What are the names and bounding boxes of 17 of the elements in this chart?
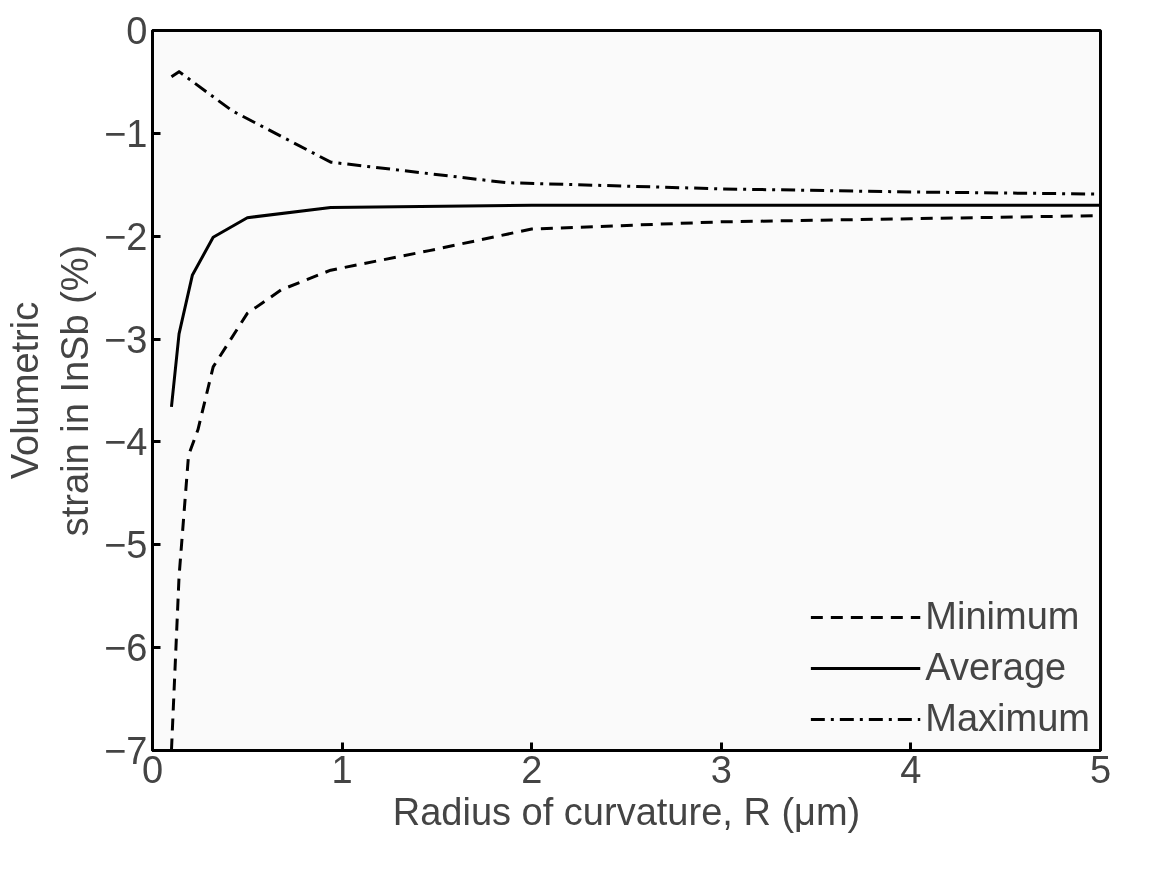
legend-label: Maximum [925,697,1090,740]
y-tick-label: −4 [104,421,148,464]
legend-label: Average [925,646,1067,689]
x-tick-label: 3 [710,748,732,791]
y-tick-label: −3 [104,318,148,361]
y-tick-label: 0 [126,10,148,52]
x-tick-label: 4 [900,748,922,791]
x-tick-label: 2 [521,748,543,791]
y-axis-title: Volumetric strain in InSb (%) [3,244,97,537]
y-tick-label: −2 [104,215,148,258]
y-tick-label: −1 [104,112,148,155]
legend-label: Minimum [925,595,1080,638]
x-tick-label: 1 [331,748,353,791]
x-axis-title: Radius of curvature, R (μm) [392,790,861,833]
y-tick-label: −5 [104,524,148,567]
y-tick-label: −6 [104,627,148,670]
x-tick-label: 5 [1089,748,1112,791]
